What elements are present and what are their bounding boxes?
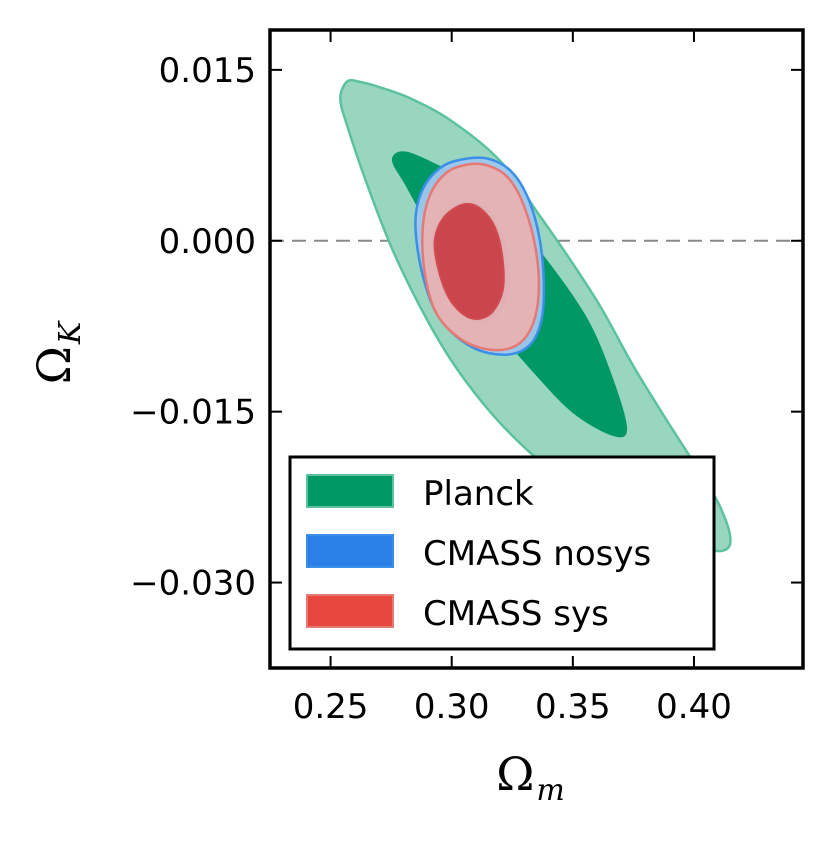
- legend-label: Planck: [423, 474, 534, 514]
- x-tick-label: 0.40: [656, 687, 732, 727]
- plot-frame: [268, 28, 805, 670]
- legend-label: CMASS sys: [423, 594, 609, 634]
- y-tick-label: −0.015: [130, 393, 256, 433]
- legend-swatch: [306, 594, 394, 628]
- legend-swatch: [306, 534, 394, 568]
- y-tick-label: 0.015: [159, 51, 256, 91]
- y-tick-label: −0.030: [130, 564, 256, 604]
- x-axis-label: Ωm: [496, 747, 565, 808]
- axes: 0.25 0.30 0.35 0.40 0.015 0.000 −0.015 −0.030: [130, 28, 805, 727]
- legend-item: Planck: [306, 474, 534, 514]
- x-tick-label: 0.35: [535, 687, 611, 727]
- axis-labels: Ωm ΩK: [27, 320, 565, 808]
- y-tick-label: 0.000: [159, 222, 256, 262]
- legend-label: CMASS nosys: [423, 534, 651, 574]
- x-tick-label: 0.30: [414, 687, 490, 727]
- legend-item: CMASS sys: [306, 594, 609, 634]
- legend: Planck CMASS nosys CMASS sys: [288, 455, 716, 651]
- x-tick-label: 0.25: [293, 687, 369, 727]
- series-cmass-sys: [421, 162, 541, 352]
- plot-area: [270, 78, 803, 553]
- legend-item: CMASS nosys: [306, 534, 651, 574]
- contour-inner: [433, 202, 505, 320]
- y-axis-label: ΩK: [27, 320, 88, 384]
- legend-swatch: [306, 474, 394, 508]
